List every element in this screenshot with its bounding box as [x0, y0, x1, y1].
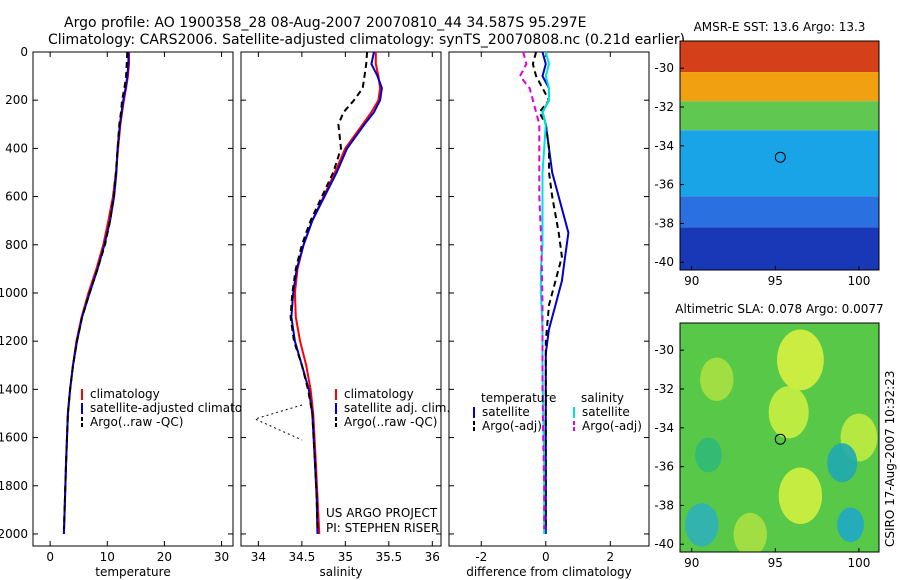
plot-frame	[32, 51, 234, 547]
series-line	[62, 51, 129, 530]
x-tick-label: 2	[606, 550, 614, 564]
sst-band	[680, 227, 879, 270]
sla-blob	[776, 329, 824, 391]
legend-label: satellite	[582, 405, 630, 419]
x-tick-label: 36	[425, 550, 440, 564]
y-tick-label: 600	[5, 190, 28, 204]
map-title: Altimetric SLA: 0.078 Argo: 0.0077	[675, 302, 883, 316]
y-tick-label: -36	[654, 178, 674, 192]
y-tick-label: -30	[654, 61, 674, 75]
y-tick-label: 1600	[0, 431, 28, 445]
y-tick-label: -40	[654, 255, 674, 269]
project-note-line-2: PI: STEPHEN RISER	[326, 521, 439, 535]
sst-band	[680, 101, 879, 131]
sla-blob	[778, 467, 823, 524]
header-line-2: Climatology: CARS2006. Satellite-adjuste…	[48, 32, 685, 48]
map-frame	[679, 40, 880, 271]
sla-blob	[685, 503, 719, 547]
legend-label: Argo(-adj)	[482, 419, 542, 433]
y-tick-label: -38	[654, 216, 674, 230]
y-tick-label: 1800	[0, 479, 28, 493]
y-tick-label: 800	[5, 238, 28, 252]
y-tick-label: -32	[654, 100, 674, 114]
sla-blob	[827, 443, 858, 483]
profile-panel-1: 0 10 20 30 0 200 400 600 800 1000 1200 1400 1600 1800…	[0, 45, 268, 579]
y-tick-label: -32	[654, 382, 674, 396]
x-tick-label: 0	[542, 550, 550, 564]
plot-frame	[240, 51, 442, 547]
project-note-line-1: US ARGO PROJECT	[326, 506, 438, 520]
y-tick-label: -40	[654, 537, 674, 551]
sst-band	[680, 72, 879, 102]
series-line	[290, 51, 383, 535]
x-tick-label: 95	[768, 274, 783, 288]
sla-blob	[768, 386, 809, 439]
legend-group-title: salinity	[581, 391, 624, 405]
legend-label: Argo(..raw -QC)	[90, 415, 183, 429]
y-tick-label: 1400	[0, 382, 28, 396]
legend-label: climatology	[90, 387, 160, 401]
sst-band	[680, 196, 879, 228]
sst-band	[680, 130, 879, 197]
legend-label: Argo(..raw -QC)	[344, 415, 437, 429]
legend-group-title: temperature	[481, 391, 556, 405]
x-axis-label: difference from climatology	[466, 565, 632, 579]
sla-blob	[733, 512, 767, 552]
legend-label: climatology	[344, 387, 414, 401]
header-line-1: Argo profile: AO 1900358_28 08-Aug-2007 …	[64, 15, 587, 31]
series-line	[518, 51, 546, 530]
y-tick-label: -34	[654, 421, 674, 435]
y-tick-label: 400	[5, 141, 28, 155]
y-tick-label: 0	[20, 45, 28, 59]
legend-label: satellite	[482, 405, 530, 419]
x-tick-label: 95	[768, 556, 783, 570]
x-tick-label: 34	[251, 550, 266, 564]
sst-band	[680, 41, 879, 73]
x-tick-label: 35.5	[375, 550, 402, 564]
series-line	[289, 51, 369, 530]
y-tick-label: 1200	[0, 334, 28, 348]
series-line	[531, 51, 563, 530]
y-tick-label: -36	[654, 460, 674, 474]
argo-location-marker	[774, 151, 786, 163]
x-tick-label: 10	[100, 550, 115, 564]
x-tick-label: 30	[214, 550, 229, 564]
map-field	[680, 323, 879, 552]
sla-blob	[695, 437, 722, 473]
map-frame	[679, 322, 880, 553]
x-axis-label: salinity	[319, 565, 362, 579]
x-tick-label: 90	[684, 274, 699, 288]
legend-label: satellite adj. clim.	[344, 401, 450, 415]
map-panel-2: 90 95 100 -30 -32 -34 -36 -38 -40 Altimetric SLA:…	[654, 302, 883, 570]
legend-pointer	[253, 404, 303, 441]
x-tick-label: 20	[157, 550, 172, 564]
plot-frame	[448, 51, 650, 547]
x-tick-label: -2	[475, 550, 487, 564]
map-panel-1: 90 95 100 -30 -32 -34 -36 -38 -40 AMSR-E SST: 13.…	[654, 20, 880, 288]
sla-blob	[837, 507, 864, 543]
map-title: AMSR-E SST: 13.6 Argo: 13.3	[694, 20, 866, 34]
y-tick-label: -30	[654, 343, 674, 357]
profile-panel-2: 34 34.5 35 35.5 36 salinity climatologysatelli…	[240, 51, 450, 579]
x-tick-label: 34.5	[289, 550, 316, 564]
x-tick-label: 0	[46, 550, 54, 564]
argo-location-marker	[774, 433, 786, 445]
y-tick-label: 2000	[0, 527, 28, 541]
y-tick-label: 200	[5, 93, 28, 107]
sla-blob	[700, 357, 734, 402]
y-tick-label: -38	[654, 498, 674, 512]
legend-label: Argo(-adj)	[582, 419, 642, 433]
legend-label: satellite-adjusted climatology	[90, 401, 268, 415]
x-tick-label: 100	[847, 274, 870, 288]
x-tick-label: 100	[847, 556, 870, 570]
x-axis-label: temperature	[95, 565, 170, 579]
y-tick-label: -34	[654, 139, 674, 153]
x-tick-label: 90	[684, 556, 699, 570]
y-tick-label: 1000	[0, 286, 28, 300]
x-tick-label: 35	[338, 550, 353, 564]
map-field	[680, 41, 879, 270]
side-label: CSIRO 17-Aug-2007 10:32:23	[883, 371, 897, 547]
